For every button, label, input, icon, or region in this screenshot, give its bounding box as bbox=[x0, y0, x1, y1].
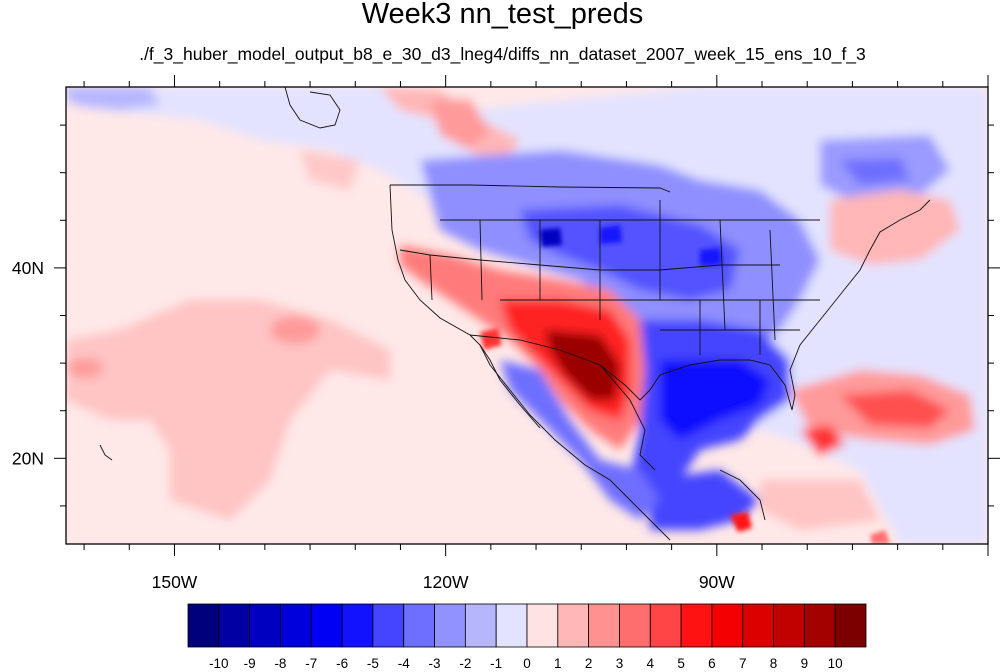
colorbar-label: -2 bbox=[459, 656, 471, 671]
colorbar-swatch bbox=[403, 603, 435, 648]
colorbar-label: 5 bbox=[677, 656, 685, 671]
lat-tick-label: 40N bbox=[12, 258, 44, 278]
colorbar-label: 10 bbox=[828, 656, 843, 671]
colorbar-swatch bbox=[526, 603, 559, 648]
lon-tick-label: 90W bbox=[699, 572, 735, 592]
colorbar-swatch bbox=[372, 603, 405, 648]
colorbar-label: 9 bbox=[801, 656, 809, 671]
axis-labels: 150W 120W 90W 40N 20N bbox=[12, 258, 735, 592]
colorbar-label: 1 bbox=[554, 656, 562, 671]
colorbar-label: -8 bbox=[274, 656, 286, 671]
colorbar-label: 7 bbox=[739, 656, 747, 671]
colorbar-swatch bbox=[588, 603, 620, 648]
colorbar-swatch bbox=[310, 603, 343, 648]
colorbar-swatch bbox=[218, 603, 251, 648]
colorbar-swatch bbox=[280, 603, 312, 648]
colorbar-swatch bbox=[434, 603, 466, 648]
colorbar-label: -10 bbox=[209, 656, 229, 671]
colorbar-swatch bbox=[619, 603, 651, 648]
colorbar-label: 4 bbox=[647, 656, 655, 671]
colorbar-label: 2 bbox=[585, 656, 593, 671]
colorbar-swatch bbox=[711, 603, 744, 648]
colorbar-label: 0 bbox=[523, 656, 531, 671]
colorbar-swatch bbox=[495, 603, 528, 648]
colorbar-swatch bbox=[249, 603, 281, 648]
colorbar-swatch bbox=[187, 603, 220, 648]
lon-tick-label: 120W bbox=[423, 572, 469, 592]
colorbar-label: -4 bbox=[398, 656, 410, 671]
colorbar-swatch bbox=[649, 603, 682, 648]
colorbar-swatch bbox=[341, 603, 374, 648]
colorbar-label: -6 bbox=[336, 656, 348, 671]
map-field bbox=[66, 87, 988, 544]
colorbar-label: -9 bbox=[244, 656, 256, 671]
colorbar-label: -3 bbox=[429, 656, 441, 671]
lat-tick-label: 20N bbox=[12, 448, 44, 468]
colorbar-swatch bbox=[803, 603, 836, 648]
lon-tick-label: 150W bbox=[152, 572, 198, 592]
colorbar-label: 6 bbox=[708, 656, 716, 671]
plot-subtitle: ./f_3_huber_model_output_b8_e_30_d3_lneg… bbox=[139, 44, 866, 64]
colorbar-swatch bbox=[464, 603, 497, 648]
axis-ticks bbox=[54, 75, 1000, 556]
colorbar-label: 3 bbox=[616, 656, 624, 671]
colorbar-label: -1 bbox=[490, 656, 502, 671]
colorbar-label: 8 bbox=[770, 656, 778, 671]
colorbar-swatch bbox=[834, 603, 867, 648]
plot-title: Week3 nn_test_preds bbox=[361, 0, 644, 30]
colorbar: -10 -9 -8 -7 -6 -5 -4 -3 -2 -1 0 1 2 3 4 5 6 7 8 9 10 bbox=[187, 603, 867, 671]
colorbar-label: -7 bbox=[305, 656, 317, 671]
colorbar-swatch bbox=[742, 603, 774, 648]
colorbar-swatch bbox=[773, 603, 805, 648]
colorbar-label: -5 bbox=[367, 656, 379, 671]
colorbar-swatch bbox=[680, 603, 713, 648]
colorbar-swatch bbox=[557, 603, 590, 648]
